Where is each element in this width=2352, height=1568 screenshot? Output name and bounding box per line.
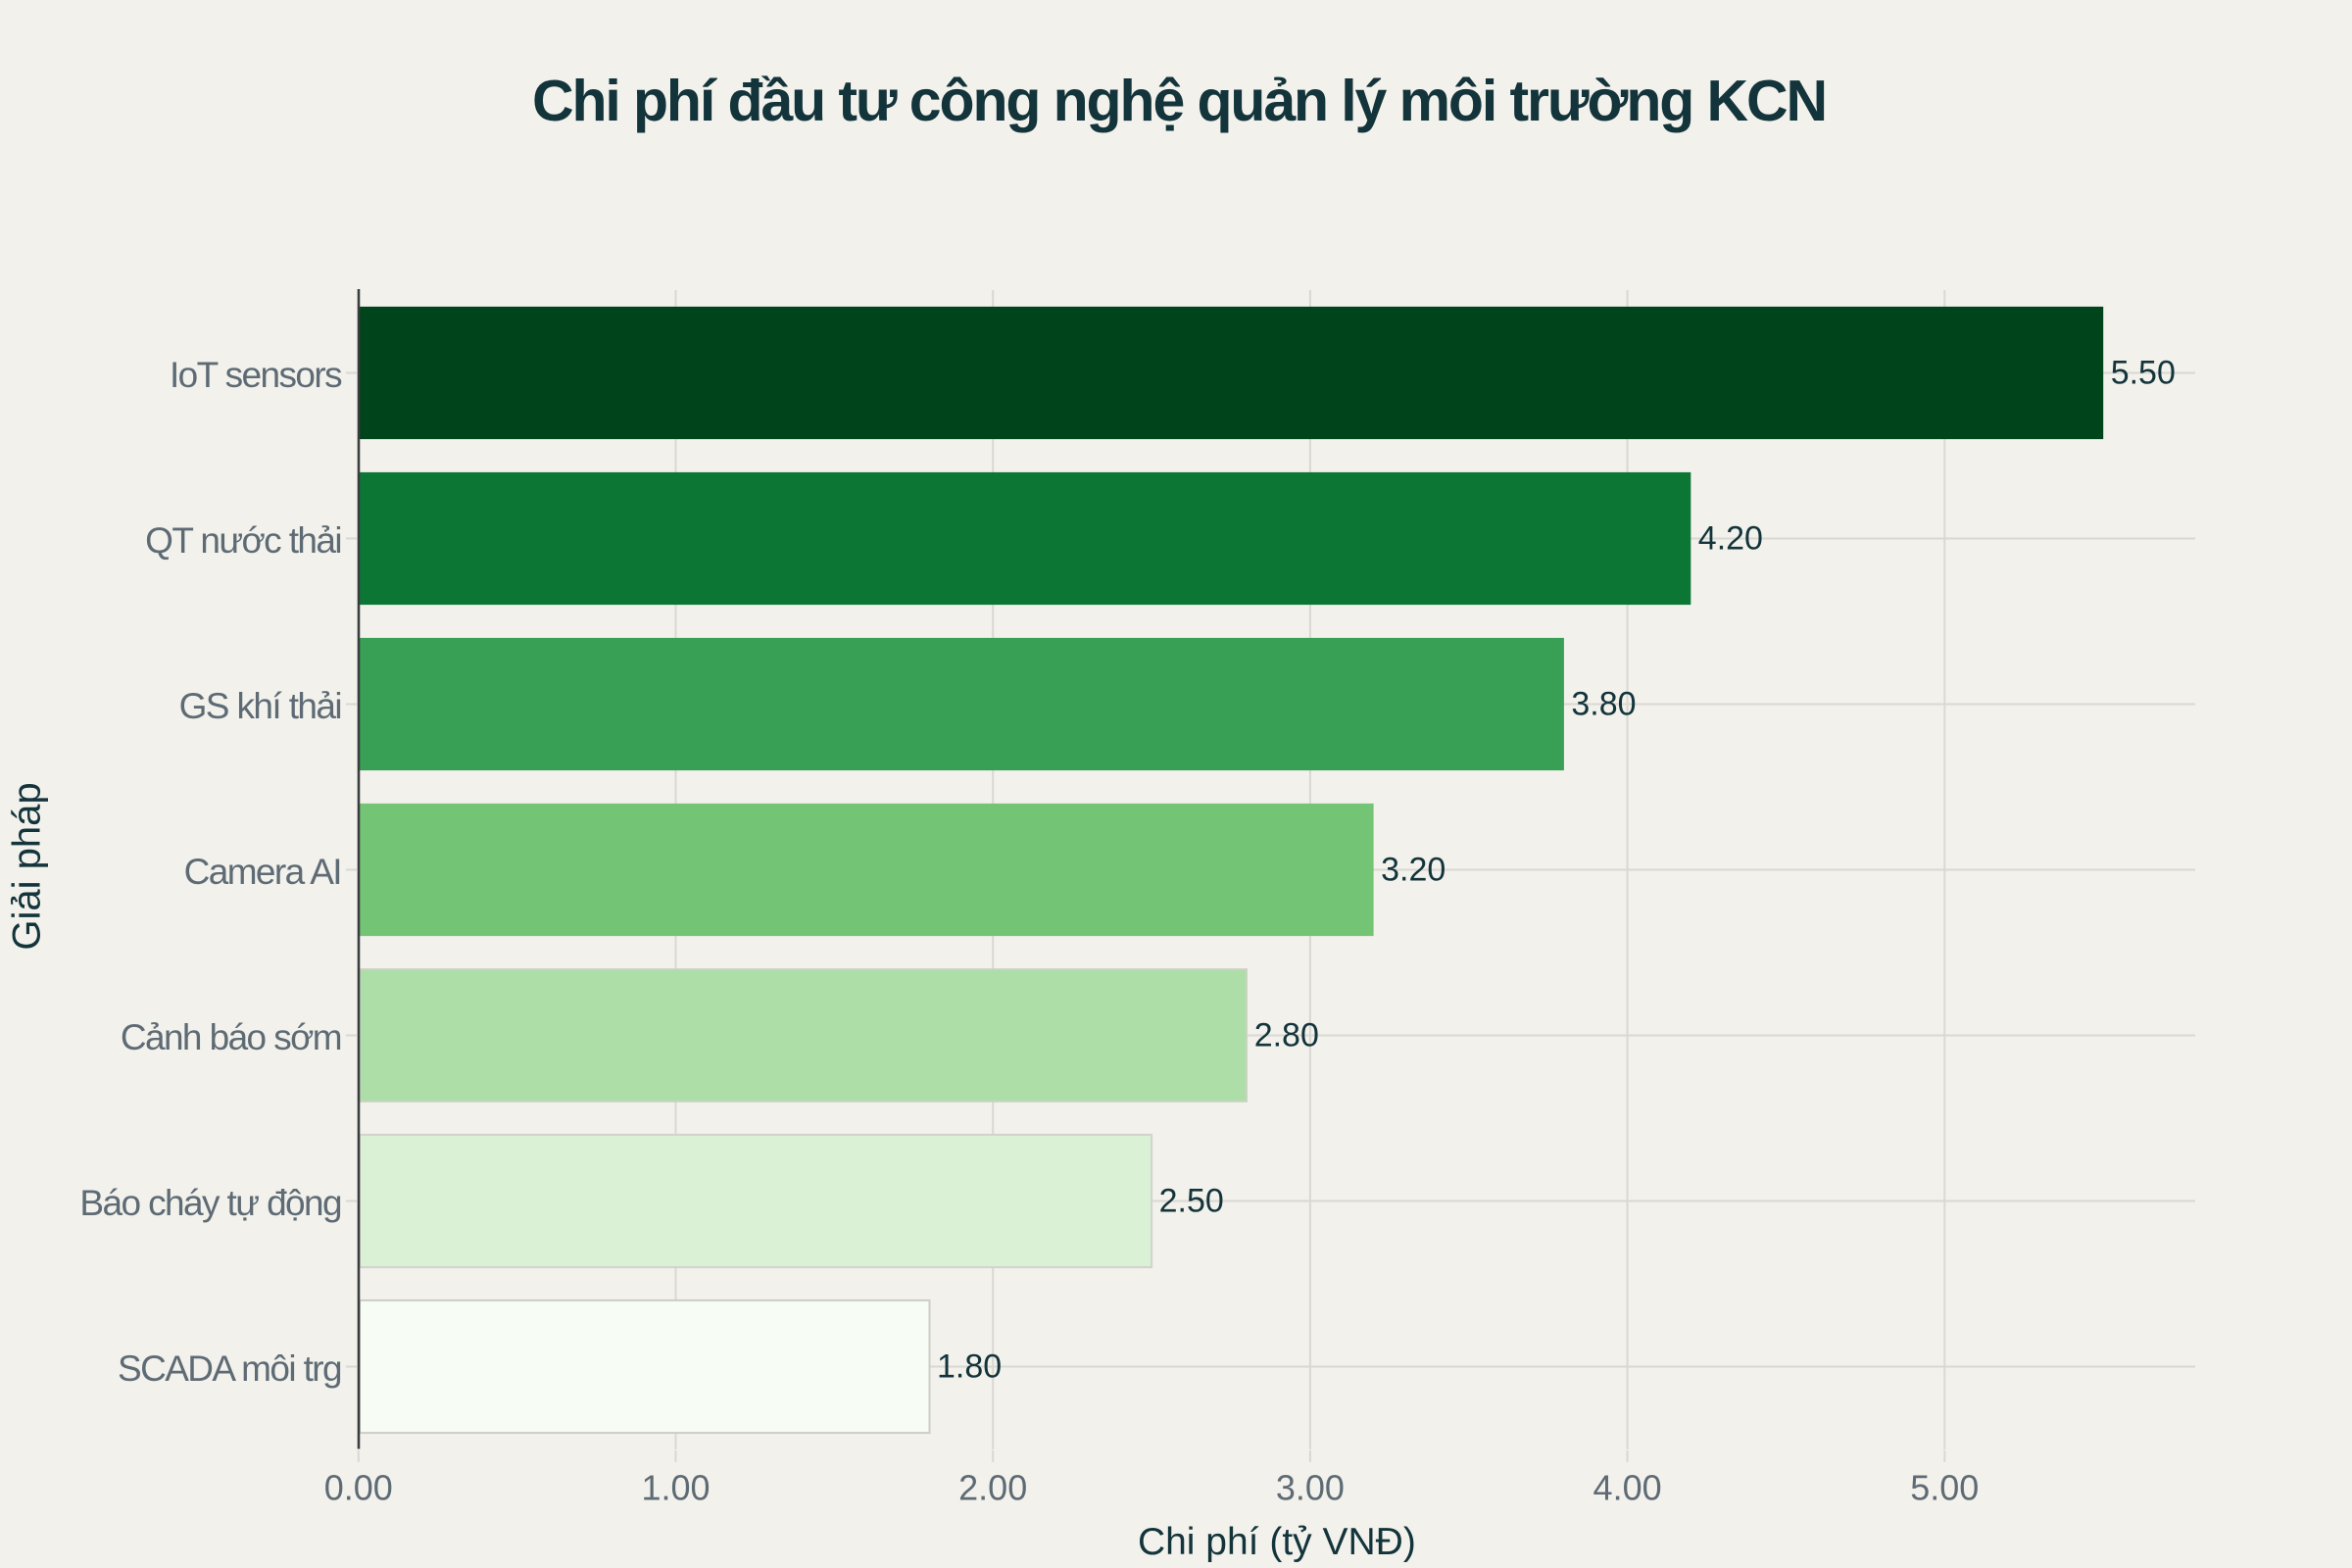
- svg-text:2.80: 2.80: [1254, 1017, 1319, 1054]
- svg-text:3.80: 3.80: [1571, 686, 1636, 723]
- svg-text:Chi phí đầu tư công nghệ quản: Chi phí đầu tư công nghệ quản lý môi trư…: [532, 69, 1826, 133]
- svg-text:GS khí thải: GS khí thải: [179, 686, 341, 726]
- svg-text:0.00: 0.00: [324, 1468, 393, 1508]
- svg-text:3.20: 3.20: [1381, 852, 1446, 889]
- svg-text:Chi phí (tỷ VNĐ): Chi phí (tỷ VNĐ): [1138, 1521, 1416, 1563]
- svg-text:1.00: 1.00: [641, 1468, 710, 1508]
- svg-text:4.00: 4.00: [1593, 1468, 1662, 1508]
- svg-text:Giải pháp: Giải pháp: [6, 782, 49, 950]
- svg-text:3.00: 3.00: [1276, 1468, 1345, 1508]
- svg-text:2.50: 2.50: [1159, 1183, 1224, 1220]
- svg-text:4.20: 4.20: [1698, 520, 1763, 558]
- svg-text:2.00: 2.00: [958, 1468, 1027, 1508]
- svg-text:Camera AI: Camera AI: [184, 852, 341, 892]
- svg-text:5.00: 5.00: [1910, 1468, 1979, 1508]
- svg-text:Báo cháy tự động: Báo cháy tự động: [79, 1183, 341, 1223]
- svg-text:QT nước thải: QT nước thải: [145, 520, 341, 561]
- svg-text:1.80: 1.80: [937, 1348, 1002, 1386]
- svg-text:SCADA môi trg: SCADA môi trg: [118, 1348, 341, 1389]
- svg-text:Cảnh báo sớm: Cảnh báo sớm: [121, 1017, 341, 1057]
- svg-text:IoT sensors: IoT sensors: [170, 355, 342, 395]
- svg-text:5.50: 5.50: [2111, 355, 2176, 392]
